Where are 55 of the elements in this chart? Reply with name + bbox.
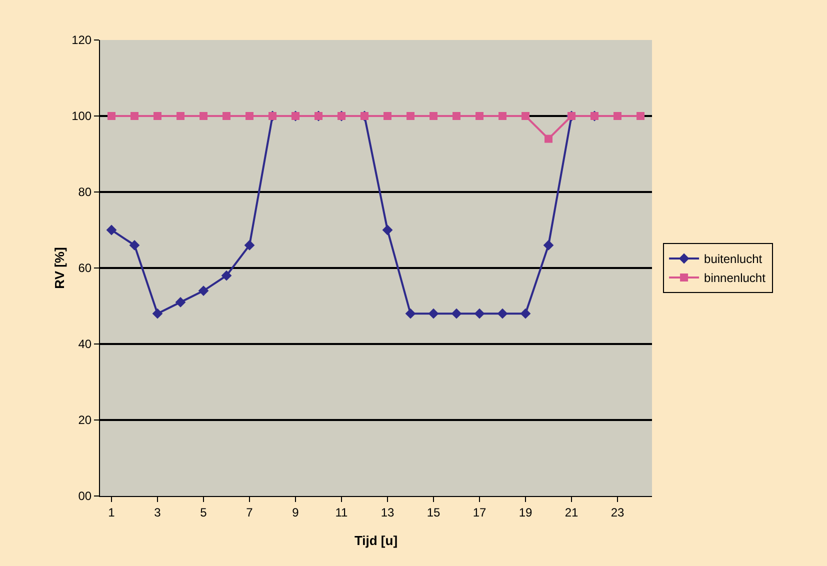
legend-label: buitenlucht: [704, 252, 763, 266]
point: [452, 112, 460, 120]
point: [222, 112, 230, 120]
x-tick-label: 3: [154, 505, 162, 520]
x-tick-label: 17: [472, 505, 486, 520]
point: [520, 308, 531, 319]
legend-label: binnenlucht: [704, 271, 766, 286]
y-tick-label: 120: [72, 33, 92, 48]
x-tick-label: 7: [246, 505, 254, 520]
point: [451, 308, 462, 319]
y-tick-label: 00: [78, 489, 92, 504]
point: [175, 297, 186, 308]
y-tick-label: 20: [78, 413, 92, 428]
point: [198, 286, 209, 296]
point: [129, 240, 140, 250]
x-tick-label: 21: [564, 505, 578, 520]
point: [474, 308, 485, 319]
point: [543, 240, 554, 250]
point: [498, 112, 506, 120]
point: [497, 308, 508, 319]
point: [636, 112, 644, 120]
point: [152, 308, 163, 319]
y-axis-title: RV [%]: [52, 247, 67, 289]
y-tick-label: 100: [72, 109, 92, 124]
x-tick-label: 9: [292, 505, 300, 520]
point: [108, 112, 116, 120]
point: [430, 112, 438, 120]
point: [384, 112, 392, 120]
x-axis-title: Tijd [u]: [354, 533, 398, 548]
y-tick-label: 80: [78, 185, 92, 200]
point: [221, 270, 232, 281]
point: [406, 112, 414, 120]
point: [544, 134, 552, 143]
point: [246, 112, 254, 120]
x-tick-label: 1: [108, 505, 116, 520]
x-tick-label: 23: [610, 505, 624, 520]
point: [614, 112, 622, 120]
point: [428, 308, 439, 319]
point: [106, 224, 117, 236]
point: [382, 224, 393, 236]
point: [405, 308, 416, 319]
point: [522, 112, 530, 120]
x-tick-label: 13: [380, 505, 394, 520]
point: [200, 112, 208, 120]
x-tick-label: 19: [518, 505, 532, 520]
point: [154, 112, 162, 120]
x-tick-label: 5: [200, 505, 208, 520]
x-tick-label: 11: [335, 505, 348, 520]
point: [176, 112, 184, 120]
point: [476, 112, 484, 120]
y-tick-label: 40: [78, 337, 92, 352]
point: [244, 240, 255, 250]
point: [130, 112, 138, 120]
x-tick-label: 15: [426, 505, 440, 520]
y-tick-label: 60: [78, 261, 92, 276]
